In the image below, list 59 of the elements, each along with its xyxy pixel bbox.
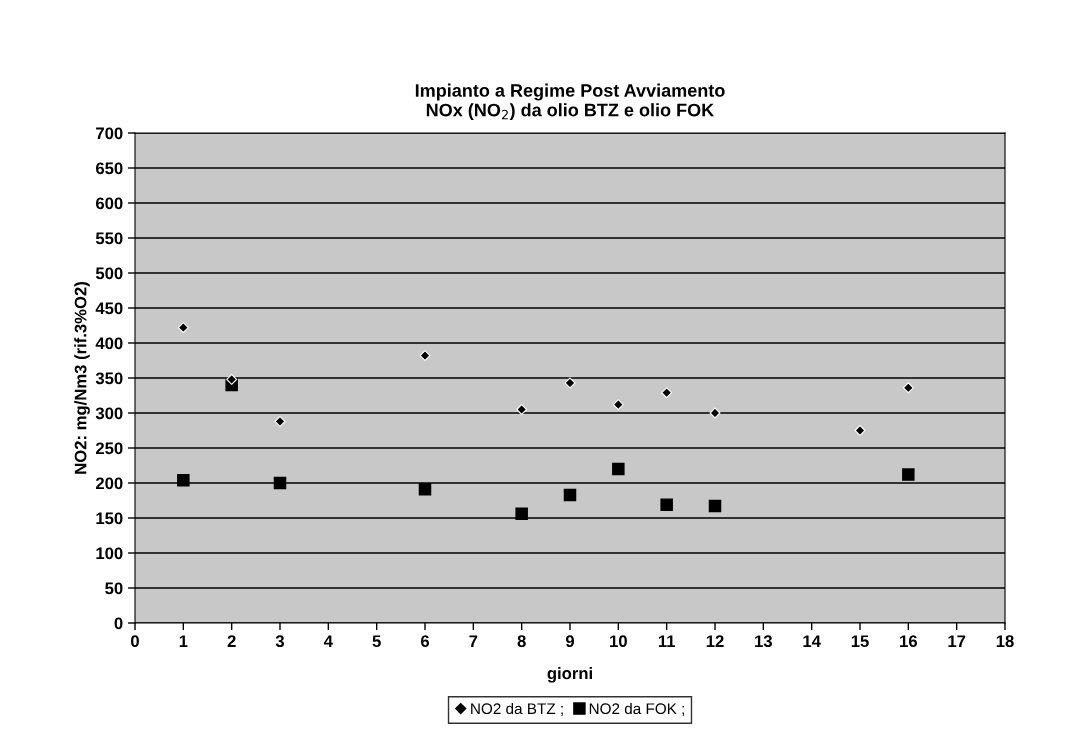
y-axis-title: NO2: mg/Nm3 (rif.3%O2) xyxy=(74,282,90,474)
y-tick-label: 400 xyxy=(95,337,123,350)
point xyxy=(516,404,528,415)
x-tick-label: 8 xyxy=(517,635,526,648)
x-tick-label: 12 xyxy=(706,635,724,647)
point xyxy=(226,373,238,385)
point xyxy=(612,462,625,476)
x-tick-label: 17 xyxy=(948,635,966,647)
point xyxy=(709,407,721,419)
x-tick-label: 10 xyxy=(610,635,627,648)
point xyxy=(563,488,577,502)
point xyxy=(515,507,528,521)
point xyxy=(661,387,673,399)
point xyxy=(902,468,915,481)
legend-label: NO2 da FOK ; xyxy=(589,702,684,716)
x-tick-label: 6 xyxy=(420,635,430,648)
point xyxy=(564,377,576,389)
y-tick-label: 450 xyxy=(95,302,123,315)
y-tick-label: 500 xyxy=(95,267,123,280)
point xyxy=(177,322,189,334)
point xyxy=(612,399,624,411)
y-tick-label: 0 xyxy=(114,617,123,630)
x-tick-label: 18 xyxy=(996,635,1014,648)
y-tick-label: 650 xyxy=(96,162,123,175)
y-tick-label: 350 xyxy=(95,372,123,385)
x-tick-label: 3 xyxy=(275,635,285,648)
point xyxy=(418,483,432,496)
y-tick-label: 700 xyxy=(96,127,123,140)
point xyxy=(854,425,866,436)
x-tick-label: 11 xyxy=(658,635,676,647)
point xyxy=(708,499,722,513)
x-tick-label: 4 xyxy=(323,635,333,647)
x-tick-label: 14 xyxy=(803,635,821,647)
x-axis-title: giorni xyxy=(547,667,592,683)
y-tick-label: 600 xyxy=(96,197,123,210)
y-tick-label: 50 xyxy=(105,582,123,595)
x-tick-label: 16 xyxy=(900,635,917,648)
chart-title: Impianto a Regime Post Avviamento NOx (NO$_{2}$) da olio BTZ e olio FOK xyxy=(415,83,725,120)
point xyxy=(419,350,431,362)
y-tick-label: 100 xyxy=(96,547,123,560)
y-tick-label: 550 xyxy=(95,232,123,245)
x-tick-label: 9 xyxy=(565,635,575,648)
y-tick-label: 200 xyxy=(95,477,123,490)
x-tick-label: 0 xyxy=(131,635,139,648)
legend-label: NO2 da BTZ ; xyxy=(471,702,563,716)
point xyxy=(274,415,286,427)
y-tick-label: 150 xyxy=(96,512,123,525)
point xyxy=(273,476,287,490)
point xyxy=(660,498,673,511)
y-tick-label: 250 xyxy=(95,442,123,455)
point xyxy=(902,382,914,394)
y-tick-label: 300 xyxy=(95,407,123,420)
x-tick-label: 2 xyxy=(227,635,236,647)
x-tick-label: 1 xyxy=(179,635,188,647)
point xyxy=(177,473,190,487)
x-tick-label: 15 xyxy=(851,635,869,648)
x-tick-label: 7 xyxy=(469,635,478,647)
x-tick-label: 13 xyxy=(755,635,772,648)
x-tick-label: 5 xyxy=(372,635,381,648)
